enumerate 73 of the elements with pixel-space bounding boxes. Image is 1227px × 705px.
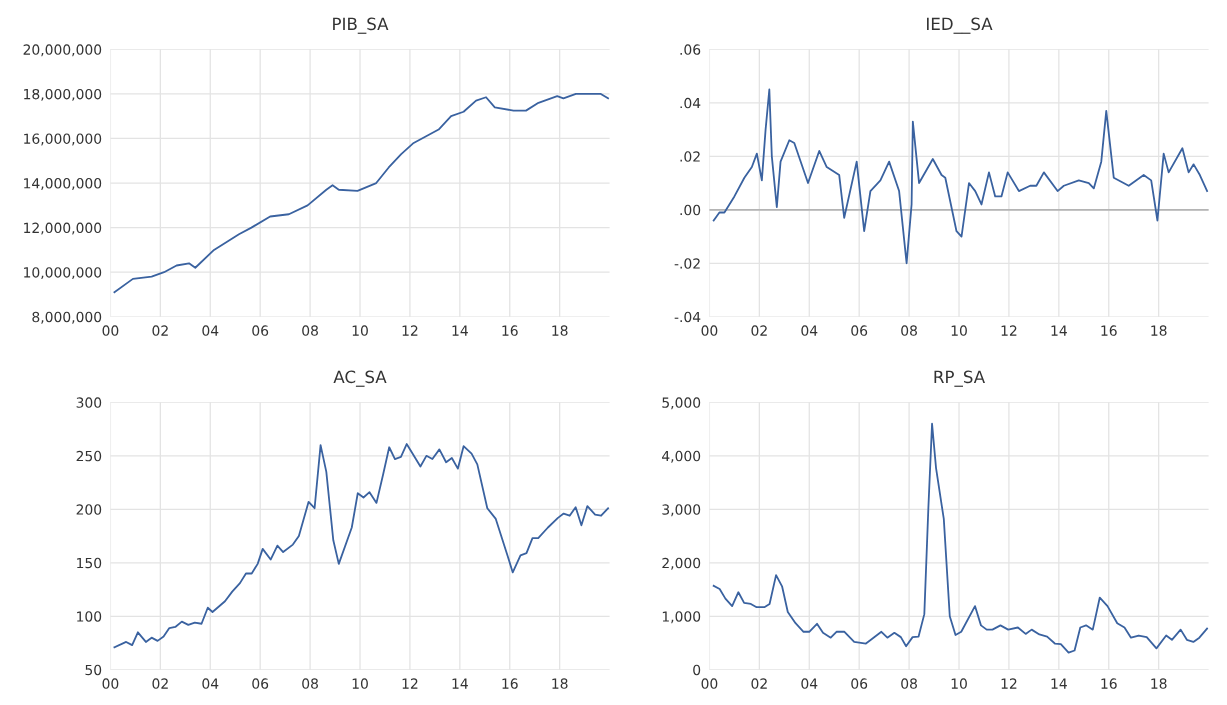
x-tick-label: 14 bbox=[452, 325, 468, 336]
chart-title: AC_SA bbox=[333, 370, 387, 387]
y-tick-label: 10,000,000 bbox=[24, 267, 102, 280]
y-tick-label: -.02 bbox=[674, 258, 700, 269]
x-tick-label: 12 bbox=[402, 325, 418, 336]
x-tick-label: 00 bbox=[701, 325, 718, 336]
y-tick-label: .04 bbox=[680, 97, 701, 109]
y-tick-label: 18,000,000 bbox=[24, 88, 102, 101]
x-tick-label: 08 bbox=[901, 325, 917, 336]
x-tick-label: 00 bbox=[102, 678, 119, 689]
x-tick-label: 06 bbox=[851, 678, 868, 689]
x-tick-label: 02 bbox=[751, 678, 767, 689]
x-tick-label: 02 bbox=[152, 325, 168, 336]
x-tick-label: 04 bbox=[801, 678, 818, 689]
x-tick-label: 16 bbox=[502, 325, 518, 336]
x-tick-label: 04 bbox=[202, 325, 219, 336]
y-tick-label: 20,000,000 bbox=[23, 44, 102, 57]
x-tick-label: 08 bbox=[302, 325, 318, 336]
x-tick-label: 18 bbox=[552, 678, 568, 689]
line-series bbox=[113, 93, 610, 294]
y-tick-label: 4,000 bbox=[662, 450, 701, 463]
y-tick-label: 12,000,000 bbox=[24, 222, 102, 235]
x-tick-label: 02 bbox=[751, 325, 767, 336]
y-tick-label: .02 bbox=[680, 151, 700, 162]
x-tick-label: 08 bbox=[302, 678, 318, 689]
y-tick-label: 100 bbox=[77, 611, 102, 622]
y-tick-label: .00 bbox=[680, 204, 701, 216]
x-tick-label: 16 bbox=[502, 678, 518, 689]
x-tick-label: 10 bbox=[951, 325, 967, 336]
x-tick-label: 10 bbox=[951, 678, 967, 689]
chart-title: PIB_SA bbox=[333, 17, 389, 34]
y-tick-label: 5,000 bbox=[662, 397, 701, 410]
y-tick-label: 16,000,000 bbox=[24, 133, 102, 146]
y-tick-label: 3,000 bbox=[662, 504, 701, 517]
x-tick-label: 18 bbox=[1151, 325, 1167, 336]
line-series bbox=[712, 422, 1209, 654]
x-tick-label: 16 bbox=[1101, 678, 1117, 689]
x-tick-label: 18 bbox=[552, 325, 568, 336]
y-tick-label: 14,000,000 bbox=[24, 178, 102, 190]
x-tick-label: 06 bbox=[252, 678, 269, 689]
y-tick-label: 200 bbox=[76, 504, 102, 515]
x-tick-label: 06 bbox=[252, 325, 269, 336]
chart-title: IED__SA bbox=[927, 17, 993, 34]
x-tick-label: 00 bbox=[102, 325, 119, 336]
y-tick-label: 0 bbox=[693, 664, 701, 676]
y-tick-label: 50 bbox=[85, 664, 102, 676]
y-tick-label: 2,000 bbox=[662, 557, 701, 570]
x-tick-label: 00 bbox=[701, 678, 718, 689]
y-tick-label: 300 bbox=[76, 397, 102, 408]
chart-title: RP_SA bbox=[934, 370, 985, 387]
x-tick-label: 14 bbox=[452, 678, 468, 689]
x-tick-label: 10 bbox=[352, 678, 368, 689]
line-series bbox=[712, 88, 1209, 265]
y-tick-label: 250 bbox=[76, 450, 102, 462]
x-tick-label: 14 bbox=[1051, 678, 1067, 689]
x-tick-label: 08 bbox=[901, 678, 917, 689]
y-tick-label: 150 bbox=[77, 557, 102, 569]
y-tick-label: .06 bbox=[680, 44, 701, 55]
x-tick-label: 02 bbox=[152, 678, 168, 689]
y-tick-label: 8,000,000 bbox=[32, 311, 102, 324]
x-tick-label: 18 bbox=[1151, 678, 1167, 689]
y-tick-label: -.04 bbox=[674, 311, 701, 323]
x-tick-label: 06 bbox=[851, 325, 868, 336]
x-tick-label: 16 bbox=[1101, 325, 1117, 336]
x-tick-label: 12 bbox=[402, 678, 418, 689]
line-series bbox=[113, 443, 610, 649]
x-tick-label: 12 bbox=[1001, 678, 1017, 689]
x-tick-label: 04 bbox=[202, 678, 219, 689]
x-tick-label: 10 bbox=[352, 325, 368, 336]
y-tick-label: 1,000 bbox=[662, 611, 701, 624]
x-tick-label: 14 bbox=[1051, 325, 1067, 336]
x-tick-label: 12 bbox=[1001, 325, 1017, 336]
x-tick-label: 04 bbox=[801, 325, 818, 336]
